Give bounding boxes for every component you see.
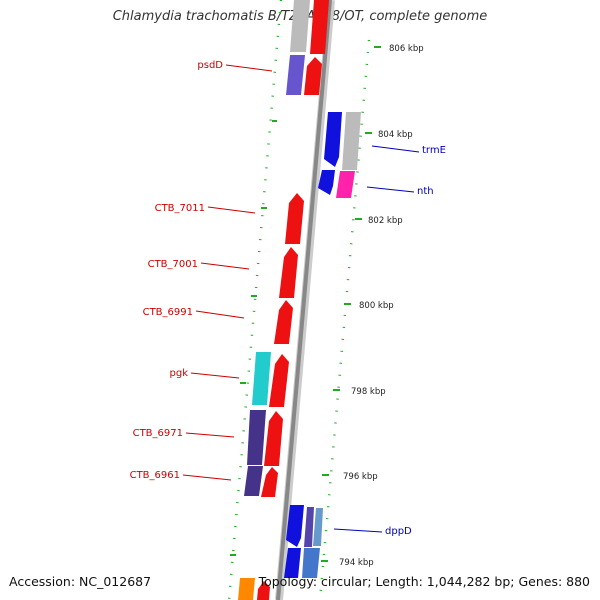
gene-psdD — [304, 57, 322, 95]
tick-label: 802 kbp — [368, 216, 403, 226]
gene-psdD-purple — [286, 55, 305, 95]
label-leader — [195, 310, 245, 319]
gene-CTB-6971 — [247, 410, 266, 465]
gene-trmE-grey — [342, 112, 361, 170]
gene-CTB-6971-fwd — [264, 411, 283, 466]
gene-dppD-violet — [304, 507, 314, 547]
gene-label-CTB-6971: CTB_6971 — [133, 428, 183, 439]
tick-label: 806 kbp — [389, 44, 424, 54]
gene-CTB-7011 — [285, 193, 304, 244]
gene-CTB-6961 — [244, 466, 263, 496]
gene-label-CTB-6961: CTB_6961 — [130, 470, 180, 481]
genome-summary-text: Topology: circular; Length: 1,044,282 bp… — [258, 574, 590, 589]
gene-CTB-6961-fwd — [261, 467, 278, 497]
label-leader — [366, 186, 415, 193]
inner-dashed-guide — [227, 0, 283, 600]
label-leader — [207, 206, 256, 214]
gene-dppD-light — [313, 508, 323, 546]
label-leader — [190, 372, 240, 379]
gene-label-psdD: psdD — [197, 60, 223, 71]
tick-label: 794 kbp — [339, 558, 374, 568]
label-leader — [182, 474, 232, 481]
gene-label-CTB-7011: CTB_7011 — [155, 203, 205, 214]
label-leader — [371, 145, 420, 153]
gene-label-dppD: dppD — [385, 526, 412, 537]
gene-trmE-blue — [324, 112, 342, 167]
gene-label-CTB-6991: CTB_6991 — [143, 307, 193, 318]
gene-CTB-7001 — [279, 247, 298, 298]
outer-dashed-guide — [318, 39, 371, 600]
gene-label-nth: nth — [417, 186, 434, 197]
accession-text: Accession: NC_012687 — [9, 574, 152, 589]
label-leader — [200, 262, 250, 270]
genome-backbone — [276, 0, 332, 600]
gene-dppD-lower-blue — [284, 548, 301, 578]
gene-red-bottom — [257, 581, 270, 600]
tick-label: 796 kbp — [343, 472, 378, 482]
gene-nth — [336, 171, 355, 198]
gene-CTB-6991 — [274, 300, 293, 344]
label-leader — [185, 432, 235, 438]
gene-label-CTB-7001: CTB_7001 — [148, 259, 198, 270]
gene-label-trmE: trmE — [422, 145, 446, 156]
gene-pgk-fwd — [269, 354, 289, 407]
tick-label: 800 kbp — [359, 301, 394, 311]
gene-label-pgk: pgk — [170, 368, 189, 379]
tick-label: 798 kbp — [351, 387, 386, 397]
tick-label: 804 kbp — [378, 130, 413, 140]
gene-nth-blue — [318, 170, 335, 195]
gene-orange-bottom — [238, 578, 255, 600]
gene-psdD-upper — [310, 0, 329, 54]
gene-dppD-lower-steel — [302, 548, 320, 578]
label-leader — [225, 64, 273, 72]
gene-dppD — [286, 505, 304, 547]
gene-grey-top-left — [290, 0, 310, 52]
gene-pgk — [252, 352, 271, 405]
label-leader — [333, 528, 383, 533]
